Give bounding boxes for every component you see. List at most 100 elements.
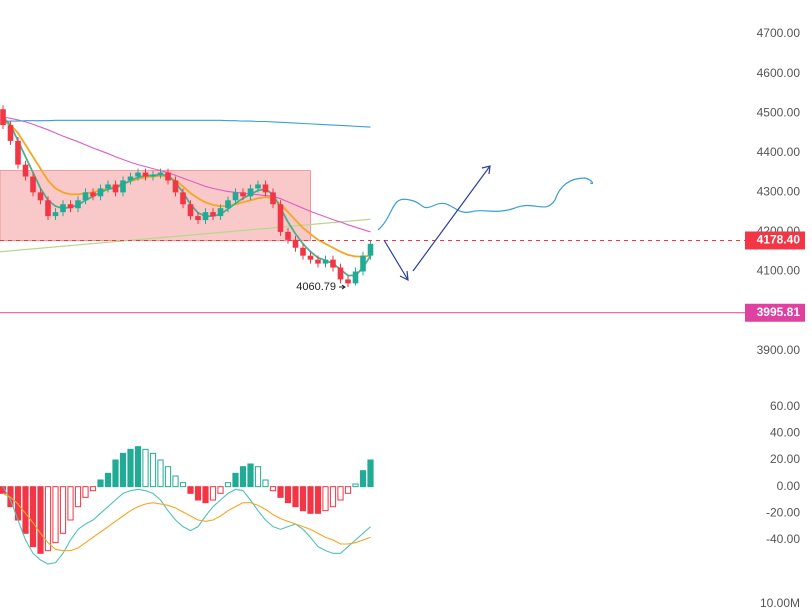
histogram-bar — [352, 483, 359, 488]
candle-body — [105, 184, 111, 189]
histogram-bar — [187, 486, 194, 494]
candle-body — [195, 216, 201, 221]
price-pane: 4700.004600.004500.004400.004300.004200.… — [0, 26, 805, 357]
candle-body — [337, 267, 344, 280]
candle-body — [300, 247, 306, 256]
arrow-head — [399, 270, 409, 282]
histogram-bar — [217, 486, 224, 494]
histogram-bar — [224, 482, 232, 488]
histogram-bar — [119, 452, 127, 488]
candle-body — [82, 192, 89, 201]
y-tick-label: 4100.00 — [757, 264, 801, 278]
price-label: 3995.81 — [757, 305, 801, 319]
histogram-bar — [322, 486, 329, 512]
y-tick-label: 0.00 — [777, 479, 801, 493]
histogram-bar — [254, 466, 262, 488]
histogram-bar — [262, 479, 269, 488]
histogram-bar — [344, 486, 352, 494]
candle-body — [52, 212, 59, 217]
y-tick-label: 20.00 — [770, 452, 800, 466]
projection-arrows — [383, 165, 491, 282]
candle-body — [277, 204, 284, 232]
candle-body — [90, 192, 96, 197]
y-tick-label: -20.00 — [766, 506, 800, 520]
candle-body — [165, 172, 171, 181]
y-tick-label: 40.00 — [770, 426, 800, 440]
histogram-bar — [284, 486, 292, 504]
candle-body — [120, 180, 126, 193]
macd-line — [2, 492, 371, 552]
histogram-bar — [247, 463, 254, 488]
candle-body — [360, 255, 366, 272]
candle-body — [37, 192, 44, 201]
candle-body — [232, 192, 239, 201]
trend-line — [0, 218, 371, 253]
candle-body — [247, 188, 254, 197]
histogram-bar — [67, 486, 74, 521]
candle-body — [352, 271, 359, 284]
y-tick-label: 60.00 — [770, 399, 800, 413]
histogram-bar — [157, 459, 164, 488]
histogram-bar — [277, 486, 284, 498]
price-label-box — [745, 303, 805, 322]
histogram-bar — [7, 486, 14, 508]
candle-body — [330, 259, 336, 268]
histogram-bar — [292, 486, 299, 508]
candle-body — [240, 192, 246, 197]
moving-average — [2, 120, 371, 258]
histogram-bar — [367, 459, 374, 488]
arrow-head — [481, 165, 491, 175]
histogram-bar — [104, 472, 112, 488]
histogram-bar — [44, 486, 52, 552]
y-tick-label: 4400.00 — [757, 145, 801, 159]
candle-body — [0, 109, 6, 126]
y-tick-label: 3900.00 — [757, 343, 801, 357]
price-label: 4178.40 — [757, 233, 801, 247]
histogram-bar — [164, 466, 172, 488]
candle-body — [15, 140, 21, 165]
histogram-bar — [74, 486, 82, 508]
candle-body — [180, 192, 186, 205]
candle-body — [322, 259, 329, 264]
histogram-bar — [172, 475, 179, 488]
candle-body — [45, 200, 51, 217]
candle-body — [307, 255, 314, 260]
histogram-bar — [307, 486, 314, 514]
arrow-down — [383, 239, 409, 281]
candle-body — [127, 176, 134, 181]
histogram-bar — [202, 486, 209, 504]
histogram-bar — [359, 470, 367, 488]
histogram-bar — [337, 486, 344, 501]
candle-body — [97, 188, 104, 197]
candle-body — [285, 231, 291, 240]
moving-average — [2, 116, 371, 233]
candle-body — [315, 259, 321, 264]
candle-body — [345, 279, 351, 284]
histogram-bar — [29, 486, 37, 548]
histogram-bar — [134, 446, 142, 488]
candle-body — [225, 200, 231, 209]
macd-pane: 60.00 40.00 20.00 0.00 -20.00 -40.00 — [0, 399, 801, 565]
candle-body — [255, 184, 261, 189]
candle-body — [172, 180, 179, 193]
y-tick-label: 4300.00 — [757, 185, 801, 199]
y-tick-label: 4600.00 — [757, 66, 801, 80]
histogram-bar — [232, 472, 239, 488]
histogram-bar — [329, 486, 337, 508]
candle-body — [157, 172, 164, 175]
histogram-bar — [142, 448, 149, 488]
candle-body — [217, 208, 224, 217]
candle-body — [292, 239, 299, 248]
low-pointer — [339, 284, 346, 290]
histogram-bar — [299, 486, 307, 512]
histogram-bar — [112, 459, 119, 488]
candle-body — [7, 125, 14, 141]
y-tick-label: 4500.00 — [757, 105, 801, 119]
candle-body — [75, 200, 81, 209]
histogram-bar — [59, 486, 67, 534]
histogram-bar — [239, 466, 247, 488]
histogram-bar — [179, 482, 187, 488]
histogram-bar — [314, 486, 322, 514]
